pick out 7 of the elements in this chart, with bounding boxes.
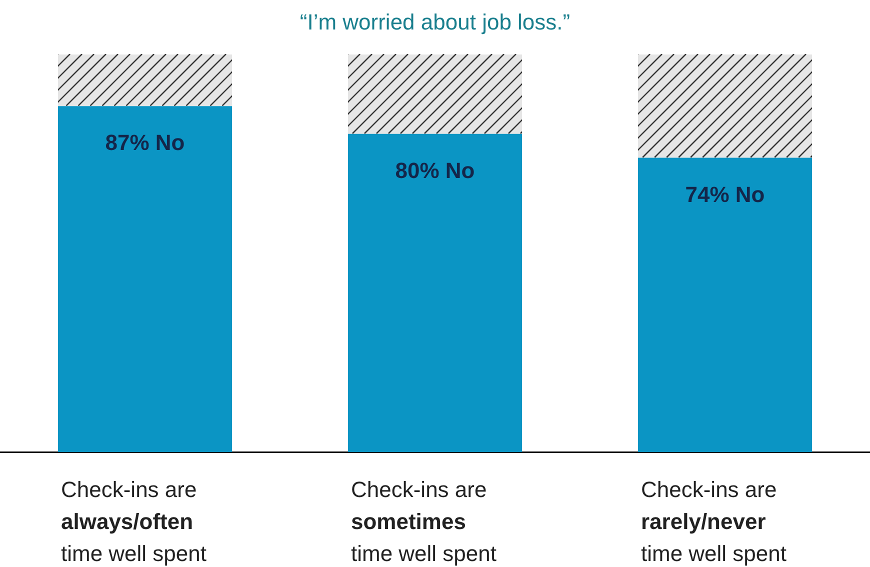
x-tick-label: Check-ins are always/often time well spent <box>61 477 207 566</box>
x-tick-label: Check-ins are rarely/never time well spent <box>641 477 787 566</box>
data-label: 74% No <box>685 182 765 207</box>
x-tick-label: Check-ins are sometimes time well spent <box>351 477 497 566</box>
data-label: 87% No <box>105 130 185 156</box>
data-label: 80% No <box>395 158 475 183</box>
chart-title: “I’m worried about job loss.” <box>300 9 570 34</box>
